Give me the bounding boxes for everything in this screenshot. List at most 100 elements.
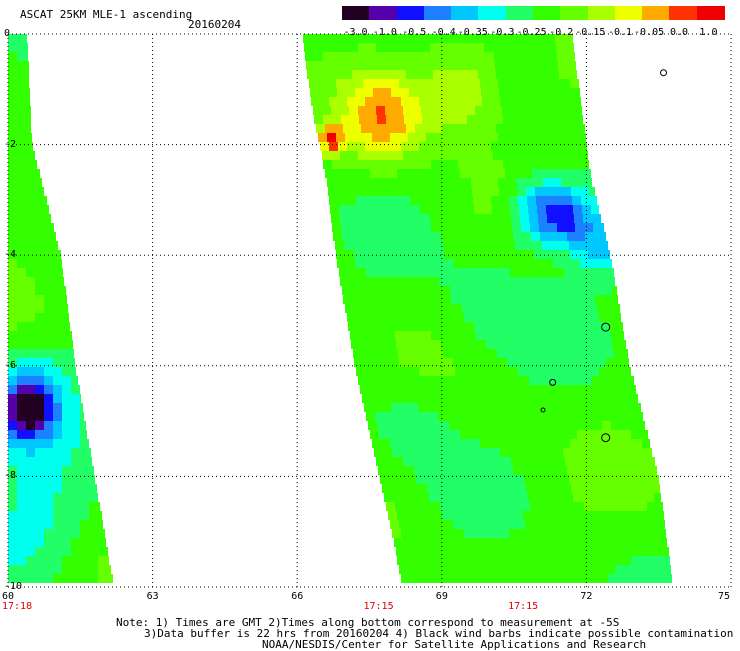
swath-cell [388, 169, 397, 178]
swath-cell [370, 169, 379, 178]
swath-cell [349, 43, 358, 52]
swath-cell [376, 43, 385, 52]
swath-cell [26, 115, 31, 124]
swath-cell [577, 556, 586, 565]
swath-cell [453, 439, 462, 448]
swath-cell [485, 52, 494, 61]
swath-cell [469, 556, 478, 565]
swath-cell [8, 439, 17, 448]
swath-cell [35, 187, 44, 196]
swath-cell [476, 115, 485, 124]
swath-cell [432, 232, 441, 241]
swath-cell [44, 331, 53, 340]
swath-cell [364, 88, 373, 97]
swath-cell [422, 502, 431, 511]
swath-cell [8, 376, 17, 385]
swath-cell [8, 574, 17, 583]
swath-cell [35, 241, 44, 250]
swath-cell [361, 70, 370, 79]
swath-cell [468, 340, 477, 349]
swath-cell [590, 196, 597, 205]
swath-cell [62, 484, 71, 493]
swath-cell [361, 169, 370, 178]
swath-cell [635, 529, 644, 538]
swath-cell [476, 160, 485, 169]
swath-cell [478, 70, 487, 79]
swath-cell [405, 466, 414, 475]
swath-cell [580, 484, 589, 493]
swath-cell [426, 133, 435, 142]
swath-cell [364, 187, 373, 196]
swath-cell [386, 160, 395, 169]
swath-cell [504, 286, 513, 295]
swath-cell [548, 502, 557, 511]
swath-cell [394, 376, 403, 385]
swath-cell [511, 457, 520, 466]
swath-cell [444, 358, 453, 367]
swath-cell [601, 538, 610, 547]
swath-cell [471, 79, 480, 88]
swath-cell [17, 322, 26, 331]
swath-cell [44, 241, 53, 250]
swath-cell [378, 340, 387, 349]
swath-cell [8, 394, 17, 403]
swath-cell [561, 304, 570, 313]
swath-cell [588, 250, 597, 259]
swath-cell [491, 196, 500, 205]
swath-cell [471, 439, 480, 448]
swath-cell [352, 295, 361, 304]
swath-cell [531, 385, 540, 394]
swath-cell [531, 286, 540, 295]
swath-cell [421, 106, 430, 115]
swath-cell [423, 232, 432, 241]
swath-cell [597, 520, 606, 529]
swath-cell [8, 61, 17, 70]
swath-cell [17, 124, 26, 133]
swath-cell [486, 466, 495, 475]
swath-cell [17, 448, 26, 457]
swath-cell [438, 322, 447, 331]
swath-cell [529, 106, 538, 115]
swath-cell [482, 367, 491, 376]
swath-cell [357, 322, 366, 331]
swath-cell [603, 286, 612, 295]
swath-cell [550, 556, 559, 565]
swath-cell [474, 322, 483, 331]
swath-cell [588, 358, 597, 367]
swath-cell [516, 178, 525, 187]
swath-cell [592, 277, 601, 286]
swath-cell [533, 394, 542, 403]
swath-cell [89, 529, 98, 538]
swath-cell [483, 268, 492, 277]
swath-cell [62, 412, 71, 421]
colorbar-segment [478, 6, 507, 20]
swath-cell [521, 421, 530, 430]
swath-cell [586, 556, 595, 565]
swath-cell [408, 358, 417, 367]
swath-cell [71, 529, 80, 538]
swath-cell [455, 448, 464, 457]
swath-cell [554, 196, 563, 205]
swath-cell [656, 502, 663, 511]
swath-cell [406, 169, 415, 178]
swath-cell [503, 223, 512, 232]
swath-cell [643, 484, 652, 493]
swath-cell [503, 421, 512, 430]
swath-cell [564, 34, 573, 43]
swath-cell [523, 169, 532, 178]
swath-cell [390, 79, 399, 88]
swath-cell [496, 70, 505, 79]
swath-cell [354, 250, 363, 259]
swath-cell [438, 493, 447, 502]
swath-cell [392, 196, 401, 205]
swath-cell [605, 394, 614, 403]
swath-cell [502, 376, 511, 385]
swath-cell [546, 322, 555, 331]
swath-cell [418, 403, 427, 412]
swath-cell [502, 106, 511, 115]
swath-cell [451, 511, 460, 520]
swath-cell [403, 106, 412, 115]
swath-cell [614, 394, 623, 403]
swath-cell [423, 385, 432, 394]
swath-cell [480, 133, 489, 142]
